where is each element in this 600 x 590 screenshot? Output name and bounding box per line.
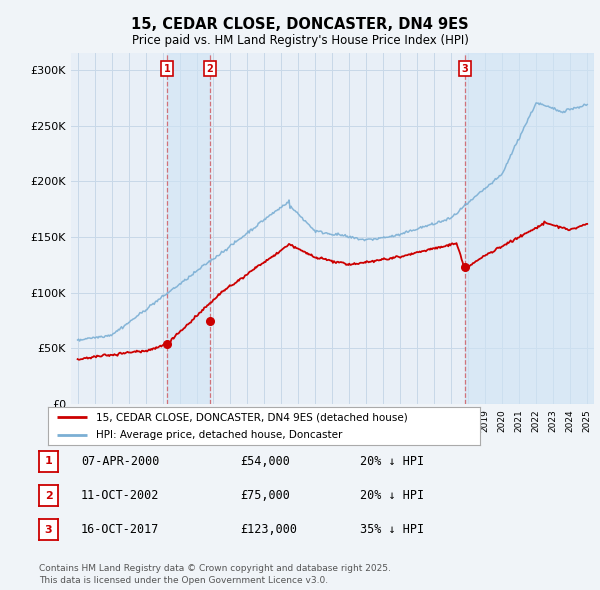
Text: 20% ↓ HPI: 20% ↓ HPI [360, 489, 424, 502]
Text: 07-APR-2000: 07-APR-2000 [81, 455, 160, 468]
Text: 2: 2 [206, 64, 213, 74]
Text: 11-OCT-2002: 11-OCT-2002 [81, 489, 160, 502]
Text: 3: 3 [45, 525, 52, 535]
Text: 15, CEDAR CLOSE, DONCASTER, DN4 9ES: 15, CEDAR CLOSE, DONCASTER, DN4 9ES [131, 17, 469, 31]
Text: £54,000: £54,000 [240, 455, 290, 468]
Text: £123,000: £123,000 [240, 523, 297, 536]
Text: 3: 3 [461, 64, 468, 74]
Bar [167, 53, 210, 404]
Text: Price paid vs. HM Land Registry's House Price Index (HPI): Price paid vs. HM Land Registry's House … [131, 34, 469, 47]
Text: 2: 2 [45, 491, 52, 500]
Text: £75,000: £75,000 [240, 489, 290, 502]
Text: 35% ↓ HPI: 35% ↓ HPI [360, 523, 424, 536]
Text: 1: 1 [164, 64, 170, 74]
Text: Contains HM Land Registry data © Crown copyright and database right 2025.
This d: Contains HM Land Registry data © Crown c… [39, 565, 391, 585]
Text: HPI: Average price, detached house, Doncaster: HPI: Average price, detached house, Donc… [95, 430, 342, 440]
Bar [465, 53, 594, 404]
Text: 1: 1 [45, 457, 52, 466]
Text: 15, CEDAR CLOSE, DONCASTER, DN4 9ES (detached house): 15, CEDAR CLOSE, DONCASTER, DN4 9ES (det… [95, 412, 407, 422]
Text: 16-OCT-2017: 16-OCT-2017 [81, 523, 160, 536]
Text: 20% ↓ HPI: 20% ↓ HPI [360, 455, 424, 468]
